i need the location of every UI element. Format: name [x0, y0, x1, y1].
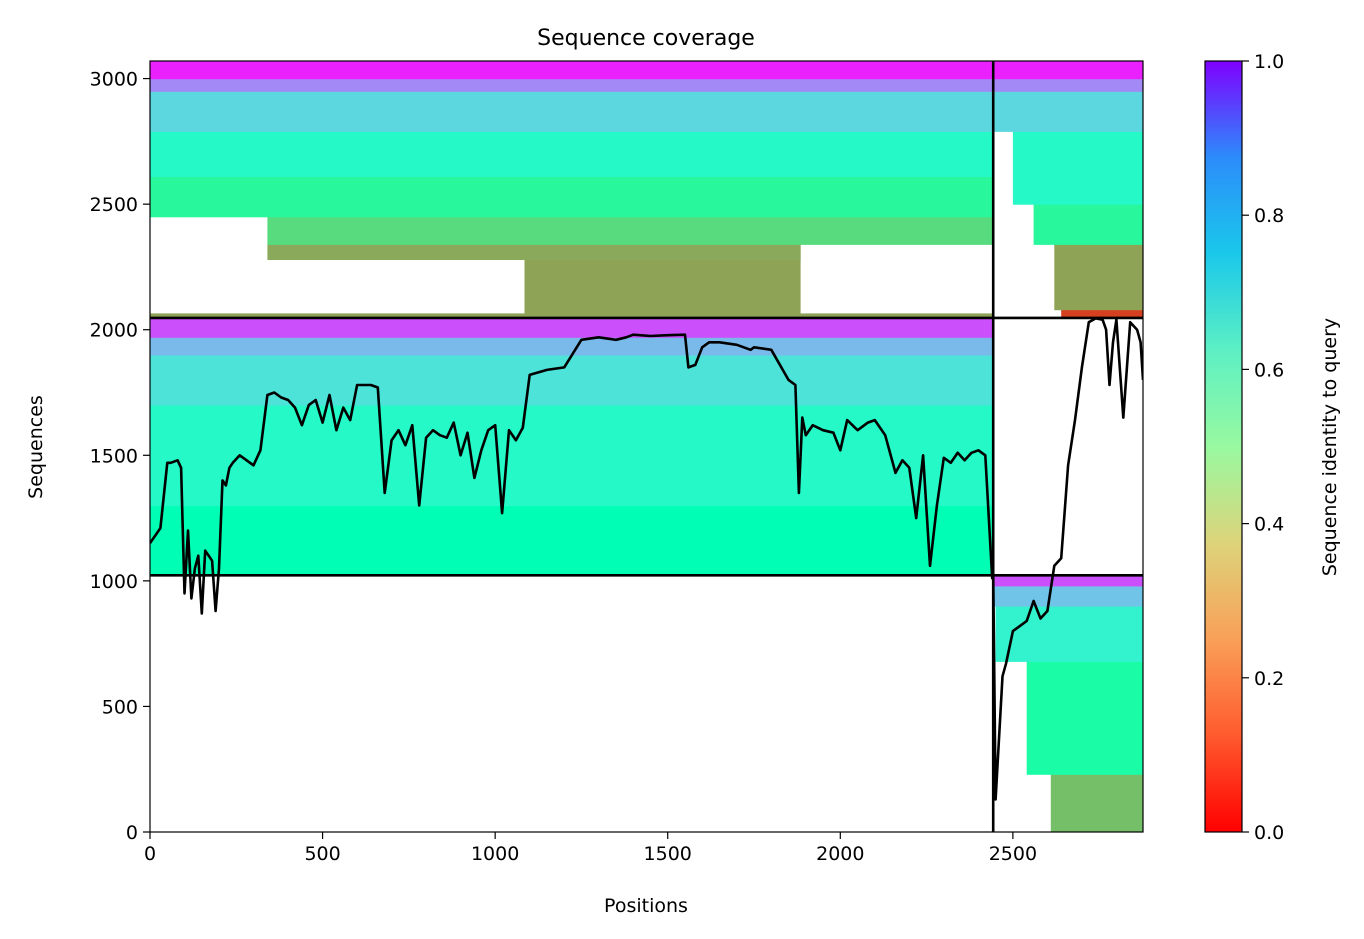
x-tick-label: 1000 [471, 843, 519, 865]
colorbar-tick-label: 0.4 [1254, 514, 1284, 536]
colorbar-label: Sequence identity to query [1319, 318, 1341, 576]
y-axis-label: Sequences [25, 395, 47, 499]
coverage-band [150, 354, 994, 406]
coverage-band [1026, 661, 1143, 775]
x-tick-label: 2500 [989, 843, 1037, 865]
chart-title: Sequence coverage [537, 26, 755, 51]
coverage-band [267, 216, 994, 245]
coverage-band [267, 244, 801, 260]
coverage-band [150, 337, 994, 356]
coverage-band [1061, 309, 1143, 319]
coverage-band [150, 61, 994, 80]
block-full-top [150, 61, 994, 319]
coverage-line-layer [150, 317, 1143, 801]
block-full-middle [150, 317, 994, 576]
coverage-heatmap [150, 61, 1143, 832]
colorbar-tick-label: 0.6 [1254, 359, 1284, 381]
coverage-band [993, 78, 1143, 92]
coverage-band [150, 405, 994, 507]
coverage-band [1054, 244, 1143, 311]
coverage-band [524, 259, 801, 314]
chain-boundaries [150, 61, 1143, 832]
coverage-band [1012, 131, 1143, 205]
x-tick-label: 0 [144, 843, 156, 865]
block-chainB-top [993, 61, 1143, 319]
coverage-band [150, 317, 994, 338]
x-axis-label: Positions [604, 895, 688, 917]
colorbar-ticks: 0.0 0.2 0.4 0.6 0.8 1.0 [1242, 51, 1284, 844]
coverage-band [150, 176, 994, 218]
coverage-line [150, 317, 1143, 801]
coverage-band [1033, 204, 1143, 245]
coverage-band [150, 131, 994, 178]
coverage-band [993, 585, 1143, 607]
y-tick-label: 2500 [90, 194, 138, 216]
coverage-band [993, 91, 1143, 132]
colorbar-frame [1204, 60, 1243, 833]
y-tick-label: 0 [126, 822, 138, 844]
colorbar-tick-label: 1.0 [1254, 51, 1284, 73]
coverage-band [1050, 774, 1143, 832]
y-tick-label: 3000 [90, 69, 138, 91]
y-tick-label: 2000 [90, 320, 138, 342]
coverage-band [995, 606, 1143, 662]
y-tick-label: 500 [102, 696, 138, 718]
block-chainB-bottom [993, 575, 1143, 832]
colorbar [1205, 61, 1242, 832]
y-axis-ticks: 0 500 1000 1500 2000 2500 3000 [90, 69, 150, 844]
colorbar-tick-label: 0.2 [1254, 668, 1284, 690]
x-tick-label: 2000 [816, 843, 864, 865]
coverage-band [150, 78, 994, 92]
coverage-band [993, 61, 1143, 80]
coverage-band [150, 505, 994, 576]
y-tick-label: 1500 [90, 445, 138, 467]
x-tick-label: 500 [304, 843, 340, 865]
colorbar-tick-label: 0.8 [1254, 205, 1284, 227]
coverage-band [150, 91, 994, 132]
x-tick-label: 1500 [644, 843, 692, 865]
x-axis-ticks: 0 500 1000 1500 2000 2500 [144, 832, 1037, 865]
plot-frame [149, 60, 1144, 833]
colorbar-tick-label: 0.0 [1254, 822, 1284, 844]
coverage-band [993, 575, 1143, 587]
y-tick-label: 1000 [90, 571, 138, 593]
coverage-band [150, 313, 994, 319]
